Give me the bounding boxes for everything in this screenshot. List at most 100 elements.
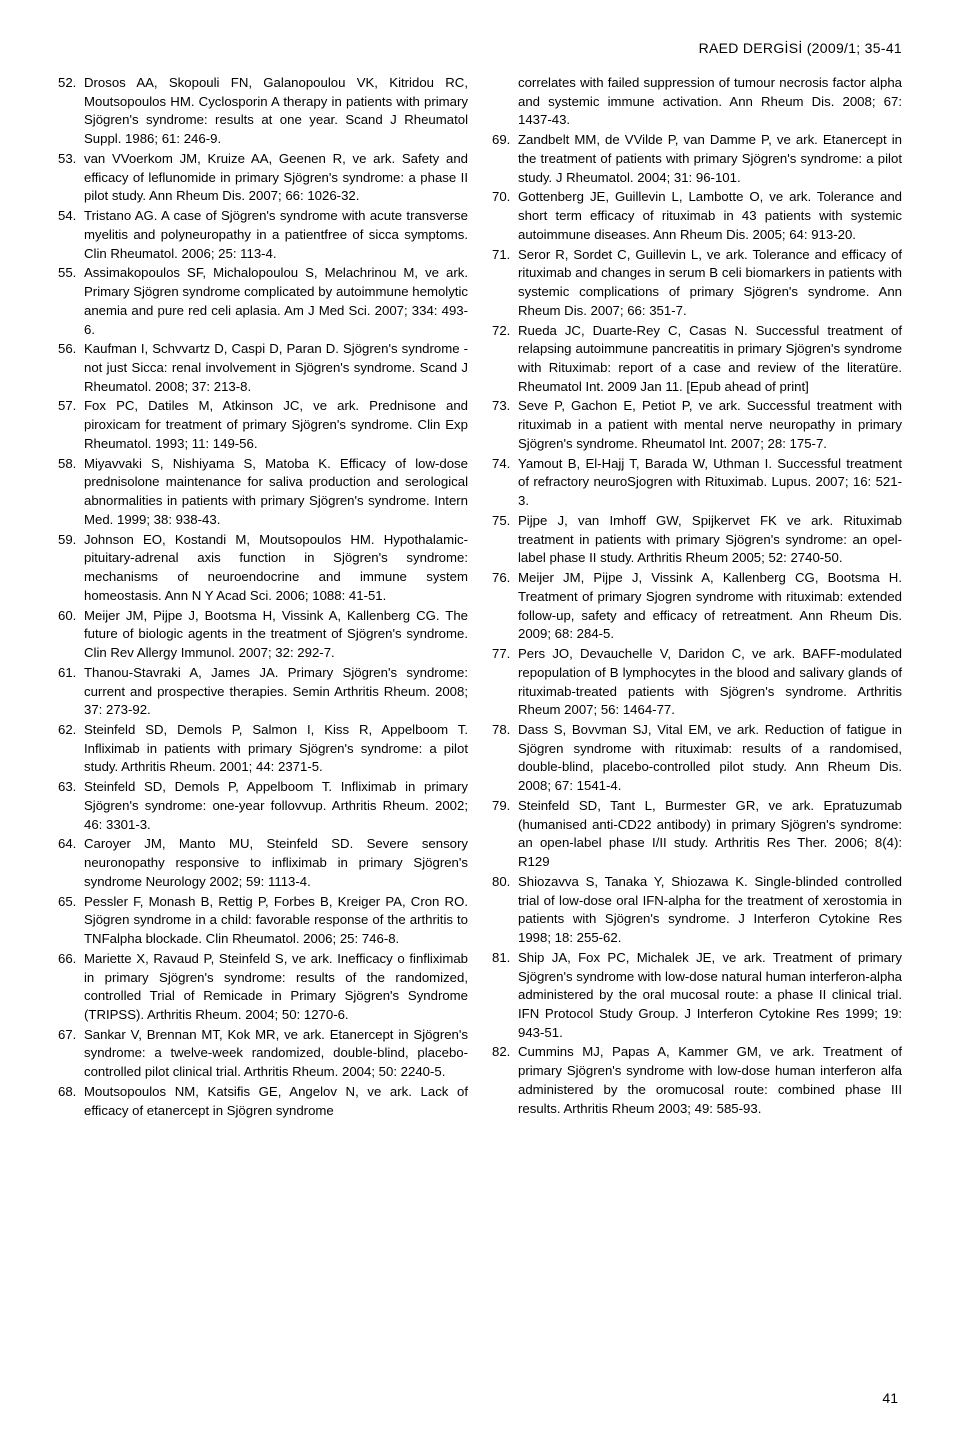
reference-item: 59.Johnson EO, Kostandi M, Moutsopoulos … xyxy=(58,531,468,606)
reference-item: 60.Meijer JM, Pijpe J, Bootsma H, Vissin… xyxy=(58,607,468,663)
reference-number: 70. xyxy=(492,188,518,244)
reference-number: 76. xyxy=(492,569,518,644)
reference-text: Pijpe J, van Imhoff GW, Spijkervet FK ve… xyxy=(518,512,902,568)
reference-item: 74.Yamout B, El-Hajj T, Barada W, Uthman… xyxy=(492,455,902,511)
reference-number: 58. xyxy=(58,455,84,530)
reference-item: 82.Cummins MJ, Papas A, Kammer GM, ve ar… xyxy=(492,1043,902,1118)
reference-text: Johnson EO, Kostandi M, Moutsopoulos HM.… xyxy=(84,531,468,606)
reference-item: 58.Miyavvaki S, Nishiyama S, Matoba K. E… xyxy=(58,455,468,530)
reference-item: 63.Steinfeld SD, Demols P, Appelboom T. … xyxy=(58,778,468,834)
reference-number: 82. xyxy=(492,1043,518,1118)
reference-text: Fox PC, Datiles M, Atkinson JC, ve ark. … xyxy=(84,397,468,453)
reference-text: correlates with failed suppression of tu… xyxy=(518,74,902,130)
reference-number: 80. xyxy=(492,873,518,948)
reference-number: 56. xyxy=(58,340,84,396)
reference-item: 68.Moutsopoulos NM, Katsifis GE, Angelov… xyxy=(58,1083,468,1120)
reference-item: correlates with failed suppression of tu… xyxy=(492,74,902,130)
reference-text: van VVoerkom JM, Kruize AA, Geenen R, ve… xyxy=(84,150,468,206)
reference-item: 80.Shiozavva S, Tanaka Y, Shiozawa K. Si… xyxy=(492,873,902,948)
reference-text: Mariette X, Ravaud P, Steinfeld S, ve ar… xyxy=(84,950,468,1025)
reference-number: 74. xyxy=(492,455,518,511)
reference-number: 60. xyxy=(58,607,84,663)
reference-number: 75. xyxy=(492,512,518,568)
reference-number: 57. xyxy=(58,397,84,453)
reference-number: 79. xyxy=(492,797,518,872)
reference-text: Caroyer JM, Manto MU, Steinfeld SD. Seve… xyxy=(84,835,468,891)
reference-item: 52.Drosos AA, Skopouli FN, Galanopoulou … xyxy=(58,74,468,149)
reference-number: 71. xyxy=(492,246,518,321)
reference-item: 77.Pers JO, Devauchelle V, Daridon C, ve… xyxy=(492,645,902,720)
reference-number: 77. xyxy=(492,645,518,720)
reference-number: 52. xyxy=(58,74,84,149)
reference-text: Sankar V, Brennan MT, Kok MR, ve ark. Et… xyxy=(84,1026,468,1082)
reference-item: 69.Zandbelt MM, de VVilde P, van Damme P… xyxy=(492,131,902,187)
reference-text: Seror R, Sordet C, Guillevin L, ve ark. … xyxy=(518,246,902,321)
reference-number: 68. xyxy=(58,1083,84,1120)
left-column: 52.Drosos AA, Skopouli FN, Galanopoulou … xyxy=(58,74,468,1121)
journal-header: RAED DERGİSİ (2009/1; 35-41 xyxy=(58,40,902,56)
reference-text: Shiozavva S, Tanaka Y, Shiozawa K. Singl… xyxy=(518,873,902,948)
reference-item: 55.Assimakopoulos SF, Michalopoulou S, M… xyxy=(58,264,468,339)
reference-number: 67. xyxy=(58,1026,84,1082)
reference-text: Seve P, Gachon E, Petiot P, ve ark. Succ… xyxy=(518,397,902,453)
reference-text: Drosos AA, Skopouli FN, Galanopoulou VK,… xyxy=(84,74,468,149)
reference-text: Meijer JM, Pijpe J, Vissink A, Kallenber… xyxy=(518,569,902,644)
reference-number: 59. xyxy=(58,531,84,606)
reference-number: 53. xyxy=(58,150,84,206)
reference-item: 65.Pessler F, Monash B, Rettig P, Forbes… xyxy=(58,893,468,949)
reference-item: 61.Thanou-Stavraki A, James JA. Primary … xyxy=(58,664,468,720)
reference-text: Steinfeld SD, Demols P, Salmon I, Kiss R… xyxy=(84,721,468,777)
reference-number: 69. xyxy=(492,131,518,187)
reference-item: 75.Pijpe J, van Imhoff GW, Spijkervet FK… xyxy=(492,512,902,568)
reference-item: 76.Meijer JM, Pijpe J, Vissink A, Kallen… xyxy=(492,569,902,644)
reference-number: 78. xyxy=(492,721,518,796)
right-column: correlates with failed suppression of tu… xyxy=(492,74,902,1121)
reference-item: 53.van VVoerkom JM, Kruize AA, Geenen R,… xyxy=(58,150,468,206)
reference-item: 66.Mariette X, Ravaud P, Steinfeld S, ve… xyxy=(58,950,468,1025)
reference-number: 65. xyxy=(58,893,84,949)
reference-item: 79.Steinfeld SD, Tant L, Burmester GR, v… xyxy=(492,797,902,872)
reference-text: Dass S, Bovvman SJ, Vital EM, ve ark. Re… xyxy=(518,721,902,796)
reference-number: 62. xyxy=(58,721,84,777)
reference-text: Gottenberg JE, Guillevin L, Lambotte O, … xyxy=(518,188,902,244)
reference-text: Zandbelt MM, de VVilde P, van Damme P, v… xyxy=(518,131,902,187)
reference-item: 67.Sankar V, Brennan MT, Kok MR, ve ark.… xyxy=(58,1026,468,1082)
reference-text: Kaufman I, Schvvartz D, Caspi D, Paran D… xyxy=(84,340,468,396)
reference-number: 63. xyxy=(58,778,84,834)
references-columns: 52.Drosos AA, Skopouli FN, Galanopoulou … xyxy=(58,74,902,1121)
reference-item: 54.Tristano AG. A case of Sjögren's synd… xyxy=(58,207,468,263)
reference-text: Tristano AG. A case of Sjögren's syndrom… xyxy=(84,207,468,263)
reference-text: Miyavvaki S, Nishiyama S, Matoba K. Effi… xyxy=(84,455,468,530)
reference-text: Thanou-Stavraki A, James JA. Primary Sjö… xyxy=(84,664,468,720)
reference-text: Cummins MJ, Papas A, Kammer GM, ve ark. … xyxy=(518,1043,902,1118)
reference-text: Steinfeld SD, Demols P, Appelboom T. Inf… xyxy=(84,778,468,834)
reference-text: Assimakopoulos SF, Michalopoulou S, Mela… xyxy=(84,264,468,339)
reference-text: Meijer JM, Pijpe J, Bootsma H, Vissink A… xyxy=(84,607,468,663)
page-number: 41 xyxy=(882,1390,898,1406)
reference-number: 81. xyxy=(492,949,518,1043)
reference-number: 73. xyxy=(492,397,518,453)
reference-item: 71.Seror R, Sordet C, Guillevin L, ve ar… xyxy=(492,246,902,321)
reference-number: 61. xyxy=(58,664,84,720)
reference-item: 78.Dass S, Bovvman SJ, Vital EM, ve ark.… xyxy=(492,721,902,796)
reference-text: Pessler F, Monash B, Rettig P, Forbes B,… xyxy=(84,893,468,949)
reference-item: 73.Seve P, Gachon E, Petiot P, ve ark. S… xyxy=(492,397,902,453)
reference-number xyxy=(492,74,518,130)
reference-item: 56.Kaufman I, Schvvartz D, Caspi D, Para… xyxy=(58,340,468,396)
reference-text: Pers JO, Devauchelle V, Daridon C, ve ar… xyxy=(518,645,902,720)
reference-number: 55. xyxy=(58,264,84,339)
reference-text: Rueda JC, Duarte-Rey C, Casas N. Success… xyxy=(518,322,902,397)
reference-text: Ship JA, Fox PC, Michalek JE, ve ark. Tr… xyxy=(518,949,902,1043)
reference-text: Moutsopoulos NM, Katsifis GE, Angelov N,… xyxy=(84,1083,468,1120)
reference-number: 54. xyxy=(58,207,84,263)
reference-text: Yamout B, El-Hajj T, Barada W, Uthman I.… xyxy=(518,455,902,511)
reference-item: 81.Ship JA, Fox PC, Michalek JE, ve ark.… xyxy=(492,949,902,1043)
reference-item: 57.Fox PC, Datiles M, Atkinson JC, ve ar… xyxy=(58,397,468,453)
reference-number: 72. xyxy=(492,322,518,397)
reference-number: 64. xyxy=(58,835,84,891)
reference-number: 66. xyxy=(58,950,84,1025)
reference-item: 72.Rueda JC, Duarte-Rey C, Casas N. Succ… xyxy=(492,322,902,397)
reference-item: 70.Gottenberg JE, Guillevin L, Lambotte … xyxy=(492,188,902,244)
reference-item: 64.Caroyer JM, Manto MU, Steinfeld SD. S… xyxy=(58,835,468,891)
reference-item: 62.Steinfeld SD, Demols P, Salmon I, Kis… xyxy=(58,721,468,777)
